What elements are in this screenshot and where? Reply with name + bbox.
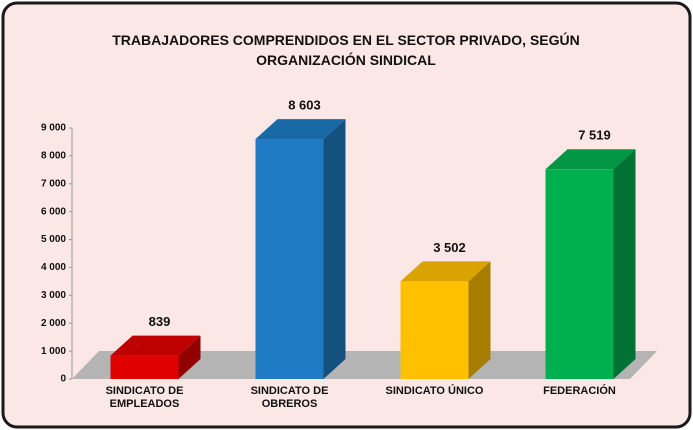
bar-side	[178, 335, 201, 379]
bar-side	[613, 149, 636, 379]
x-tick-label: SINDICATO DE EMPLEADOS	[105, 385, 184, 410]
floor	[72, 351, 657, 379]
value-label: 7 519	[578, 128, 611, 143]
x-tick-label: SINDICATO DE OBREROS	[250, 385, 329, 410]
x-tick-label: SINDICATO ÚNICO	[385, 385, 484, 397]
y-tick-label: 8 000	[41, 151, 66, 162]
x-tick-label: FEDERACIÓN	[543, 385, 616, 397]
y-tick-label: 9 000	[41, 123, 66, 134]
y-tick-label: 7 000	[41, 178, 66, 189]
y-tick-label: 3 000	[41, 290, 66, 301]
bar	[255, 139, 324, 379]
y-tick-label: 1 000	[41, 346, 66, 357]
y-tick-label: 6 000	[41, 206, 66, 217]
bar	[400, 281, 469, 379]
value-label: 3 502	[433, 240, 466, 255]
bar-side	[323, 119, 346, 379]
bar-top	[110, 335, 201, 356]
bar	[110, 355, 179, 379]
y-tick-label: 2 000	[41, 318, 66, 329]
bar-side	[468, 261, 491, 379]
bar-top	[255, 119, 346, 140]
value-label: 839	[149, 314, 171, 329]
value-label: 8 603	[288, 98, 321, 113]
y-tick-label: 4 000	[41, 262, 66, 273]
y-tick-label: 5 000	[41, 234, 66, 245]
bar-top	[545, 149, 636, 170]
bar-top	[400, 261, 491, 282]
chart-title: TRABAJADORES COMPRENDIDOS EN EL SECTOR P…	[112, 32, 580, 68]
bar	[545, 169, 614, 379]
y-tick-label: 0	[60, 374, 66, 385]
